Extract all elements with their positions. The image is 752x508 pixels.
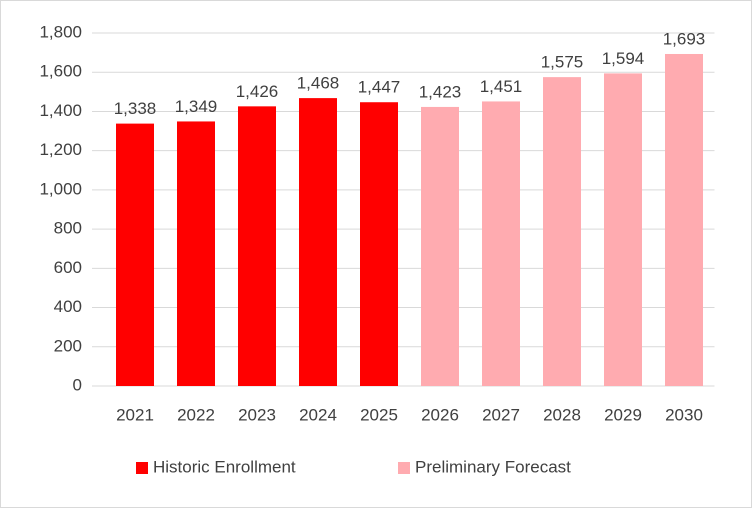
y-tick-label: 1,600 [39,62,82,81]
y-tick-label: 1,800 [39,22,82,41]
y-tick-label: 400 [54,297,82,316]
x-tick-label: 2026 [421,405,459,424]
data-label: 1,468 [297,74,340,93]
data-label: 1,447 [358,78,401,97]
x-tick-label: 2025 [360,405,398,424]
bar [238,106,276,387]
y-tick-label: 200 [54,336,82,355]
y-tick-label: 800 [54,219,82,238]
x-tick-label: 2022 [177,405,215,424]
x-tick-label: 2030 [665,405,703,424]
data-label: 1,594 [602,49,645,68]
bar [360,102,398,386]
bar [299,98,337,386]
y-tick-label: 1,200 [39,140,82,159]
data-label: 1,338 [114,99,157,118]
legend-swatch [136,462,148,474]
legend-label: Preliminary Forecast [415,457,571,476]
data-label: 1,426 [236,82,279,101]
data-label: 1,575 [541,53,584,72]
data-label: 1,349 [175,97,218,116]
x-tick-label: 2028 [543,405,581,424]
bar [482,101,520,386]
bar [116,123,154,386]
x-tick-label: 2029 [604,405,642,424]
x-tick-label: 2021 [116,405,154,424]
x-tick-label: 2023 [238,405,276,424]
legend-label: Historic Enrollment [153,457,296,476]
bar [421,106,459,386]
bar [543,77,581,386]
data-label: 1,451 [480,77,523,96]
bar [665,53,703,387]
legend-swatch [398,462,410,474]
data-label: 1,693 [663,29,706,48]
y-tick-label: 1,400 [39,101,82,120]
bar [604,73,642,386]
data-label: 1,423 [419,82,462,101]
y-tick-label: 0 [73,375,82,394]
y-tick-label: 600 [54,258,82,277]
x-tick-label: 2024 [299,405,337,424]
bar [177,121,215,387]
y-tick-label: 1,000 [39,179,82,198]
x-tick-label: 2027 [482,405,520,424]
